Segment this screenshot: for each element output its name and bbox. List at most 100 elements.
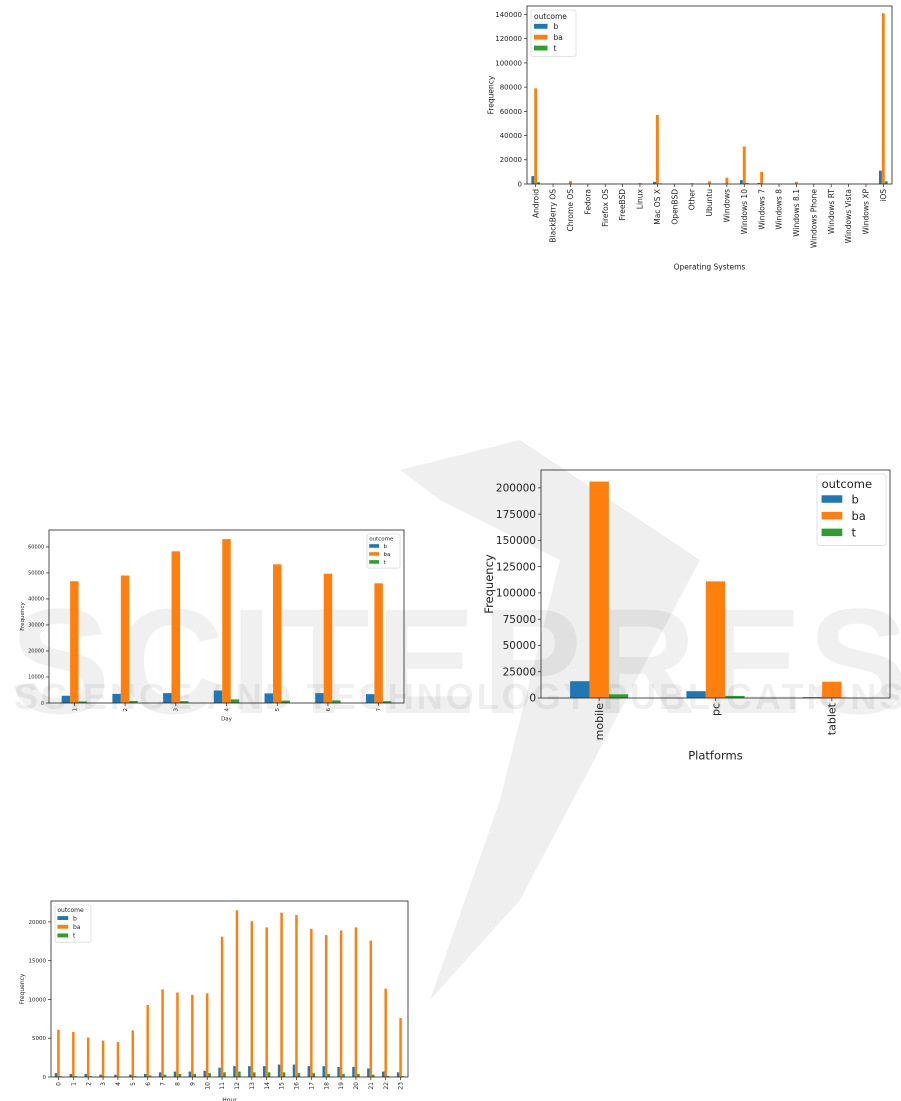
y-tick-label: 175000	[496, 509, 536, 521]
legend-swatch-ba	[369, 552, 380, 556]
y-tick-label: 10000	[29, 997, 47, 1003]
bar-ba-2	[120, 575, 130, 703]
legend-label-b: b	[554, 22, 559, 31]
bar-t-9	[193, 1073, 197, 1077]
bar-ba-Windows	[725, 177, 729, 184]
x-tick-label: 2	[123, 708, 129, 712]
y-axis-label: Frequency	[19, 973, 26, 1004]
y-axis-label: Frequency	[482, 554, 496, 614]
bar-t-8	[178, 1073, 182, 1077]
x-tick-label: 21	[368, 1082, 375, 1090]
bar-b-6	[143, 1073, 147, 1077]
x-tick-label: pc	[709, 703, 722, 716]
bar-ba-Chrome OS	[569, 180, 572, 184]
bar-b-5	[129, 1074, 132, 1077]
x-tick-label: Windows 8.1	[792, 189, 801, 237]
bar-t-19	[342, 1073, 345, 1077]
bar-ba-6	[323, 573, 333, 703]
x-tick-label: 5	[275, 708, 281, 712]
bar-ba-Android	[534, 88, 538, 184]
bar-t-12	[238, 1071, 241, 1077]
legend-swatch-b	[821, 495, 843, 503]
bar-b-Windows 7	[757, 183, 761, 184]
axes-frame	[50, 900, 409, 1078]
bar-t-6	[148, 1075, 152, 1077]
x-tick-label: Fedora	[583, 189, 592, 215]
x-tick-label: Linux	[636, 188, 645, 209]
legend-label-ba: ba	[852, 509, 866, 523]
y-tick-label: 0	[518, 180, 522, 188]
y-tick-label: 30000	[28, 623, 44, 629]
bar-b-21	[367, 1068, 370, 1077]
bar-b-20	[352, 1066, 355, 1077]
bar-t-7	[382, 701, 392, 703]
x-tick-label: 13	[249, 1082, 256, 1090]
y-tick-label: 140000	[495, 11, 522, 19]
y-tick-label: 120000	[495, 35, 522, 43]
legend-label-ba: ba	[73, 924, 81, 931]
x-tick-label: Windows 8	[775, 189, 784, 230]
bar-t-4	[230, 699, 240, 703]
bar-ba-17	[310, 928, 313, 1077]
bar-ba-pc	[705, 581, 726, 698]
legend-swatch-t	[821, 528, 843, 537]
bar-ba-mobile	[589, 481, 609, 698]
legend-swatch-t	[369, 560, 380, 564]
bar-t-15	[282, 1072, 286, 1077]
legend-label-t: t	[73, 933, 76, 940]
x-tick-label: Windows Phone	[809, 189, 818, 248]
bar-b-23	[396, 1072, 400, 1077]
bar-b-22	[381, 1071, 385, 1077]
bar-t-13	[253, 1072, 256, 1077]
x-tick-label: 0	[56, 1082, 63, 1086]
y-tick-label: 40000	[28, 597, 44, 603]
bar-b-7	[365, 694, 375, 703]
x-tick-label: 6	[326, 708, 332, 712]
legend-swatch-ba	[57, 924, 69, 929]
bar-b-8	[173, 1071, 177, 1077]
bar-ba-7	[161, 989, 164, 1077]
x-axis-label: Operating Systems	[674, 263, 746, 272]
bar-ba-Windows 10	[742, 146, 746, 184]
x-tick-label: Windows	[723, 189, 732, 223]
bar-b-10	[203, 1070, 206, 1077]
x-tick-label: 12	[234, 1082, 241, 1090]
bar-ba-tablet	[822, 681, 842, 698]
x-tick-label: 1	[70, 1082, 77, 1086]
bar-ba-11	[220, 936, 224, 1077]
bar-b-9	[188, 1071, 192, 1077]
x-tick-label: 19	[338, 1082, 345, 1090]
legend-label-b: b	[384, 544, 388, 550]
x-tick-label: Windows RT	[827, 189, 836, 235]
bar-ba-Windows 8.1	[794, 181, 798, 184]
x-tick-label: Android	[531, 189, 540, 218]
y-tick-label: 25000	[503, 666, 536, 678]
bar-b-17	[307, 1066, 311, 1077]
bar-b-4	[114, 1074, 117, 1077]
x-axis-label: Day	[221, 717, 233, 723]
bar-ba-3	[101, 1040, 105, 1077]
legend-swatch-b	[534, 23, 548, 29]
bar-b-3	[163, 693, 172, 703]
legend-swatch-t	[57, 933, 69, 938]
bar-t-11	[223, 1072, 226, 1077]
legend-box	[530, 9, 577, 57]
bar-ba-16	[295, 914, 298, 1077]
bar-ba-12	[235, 910, 239, 1077]
x-tick-label: 3	[174, 708, 180, 712]
y-tick-label: 60000	[500, 108, 522, 116]
bar-t-14	[267, 1072, 271, 1077]
bar-t-mobile	[608, 694, 629, 698]
chart-3: 0 25000 50000 75000 100000 125000 150000 175000…	[482, 469, 891, 763]
y-tick-label: 0	[43, 1075, 47, 1081]
y-tick-label: 15000	[29, 959, 47, 965]
bar-ba-4	[222, 539, 231, 703]
y-tick-label: 80000	[500, 84, 522, 92]
y-tick-label: 125000	[496, 561, 536, 573]
x-tick-label: Windows 10	[740, 189, 749, 235]
bar-t-21	[372, 1074, 375, 1077]
bar-b-3	[99, 1074, 102, 1077]
